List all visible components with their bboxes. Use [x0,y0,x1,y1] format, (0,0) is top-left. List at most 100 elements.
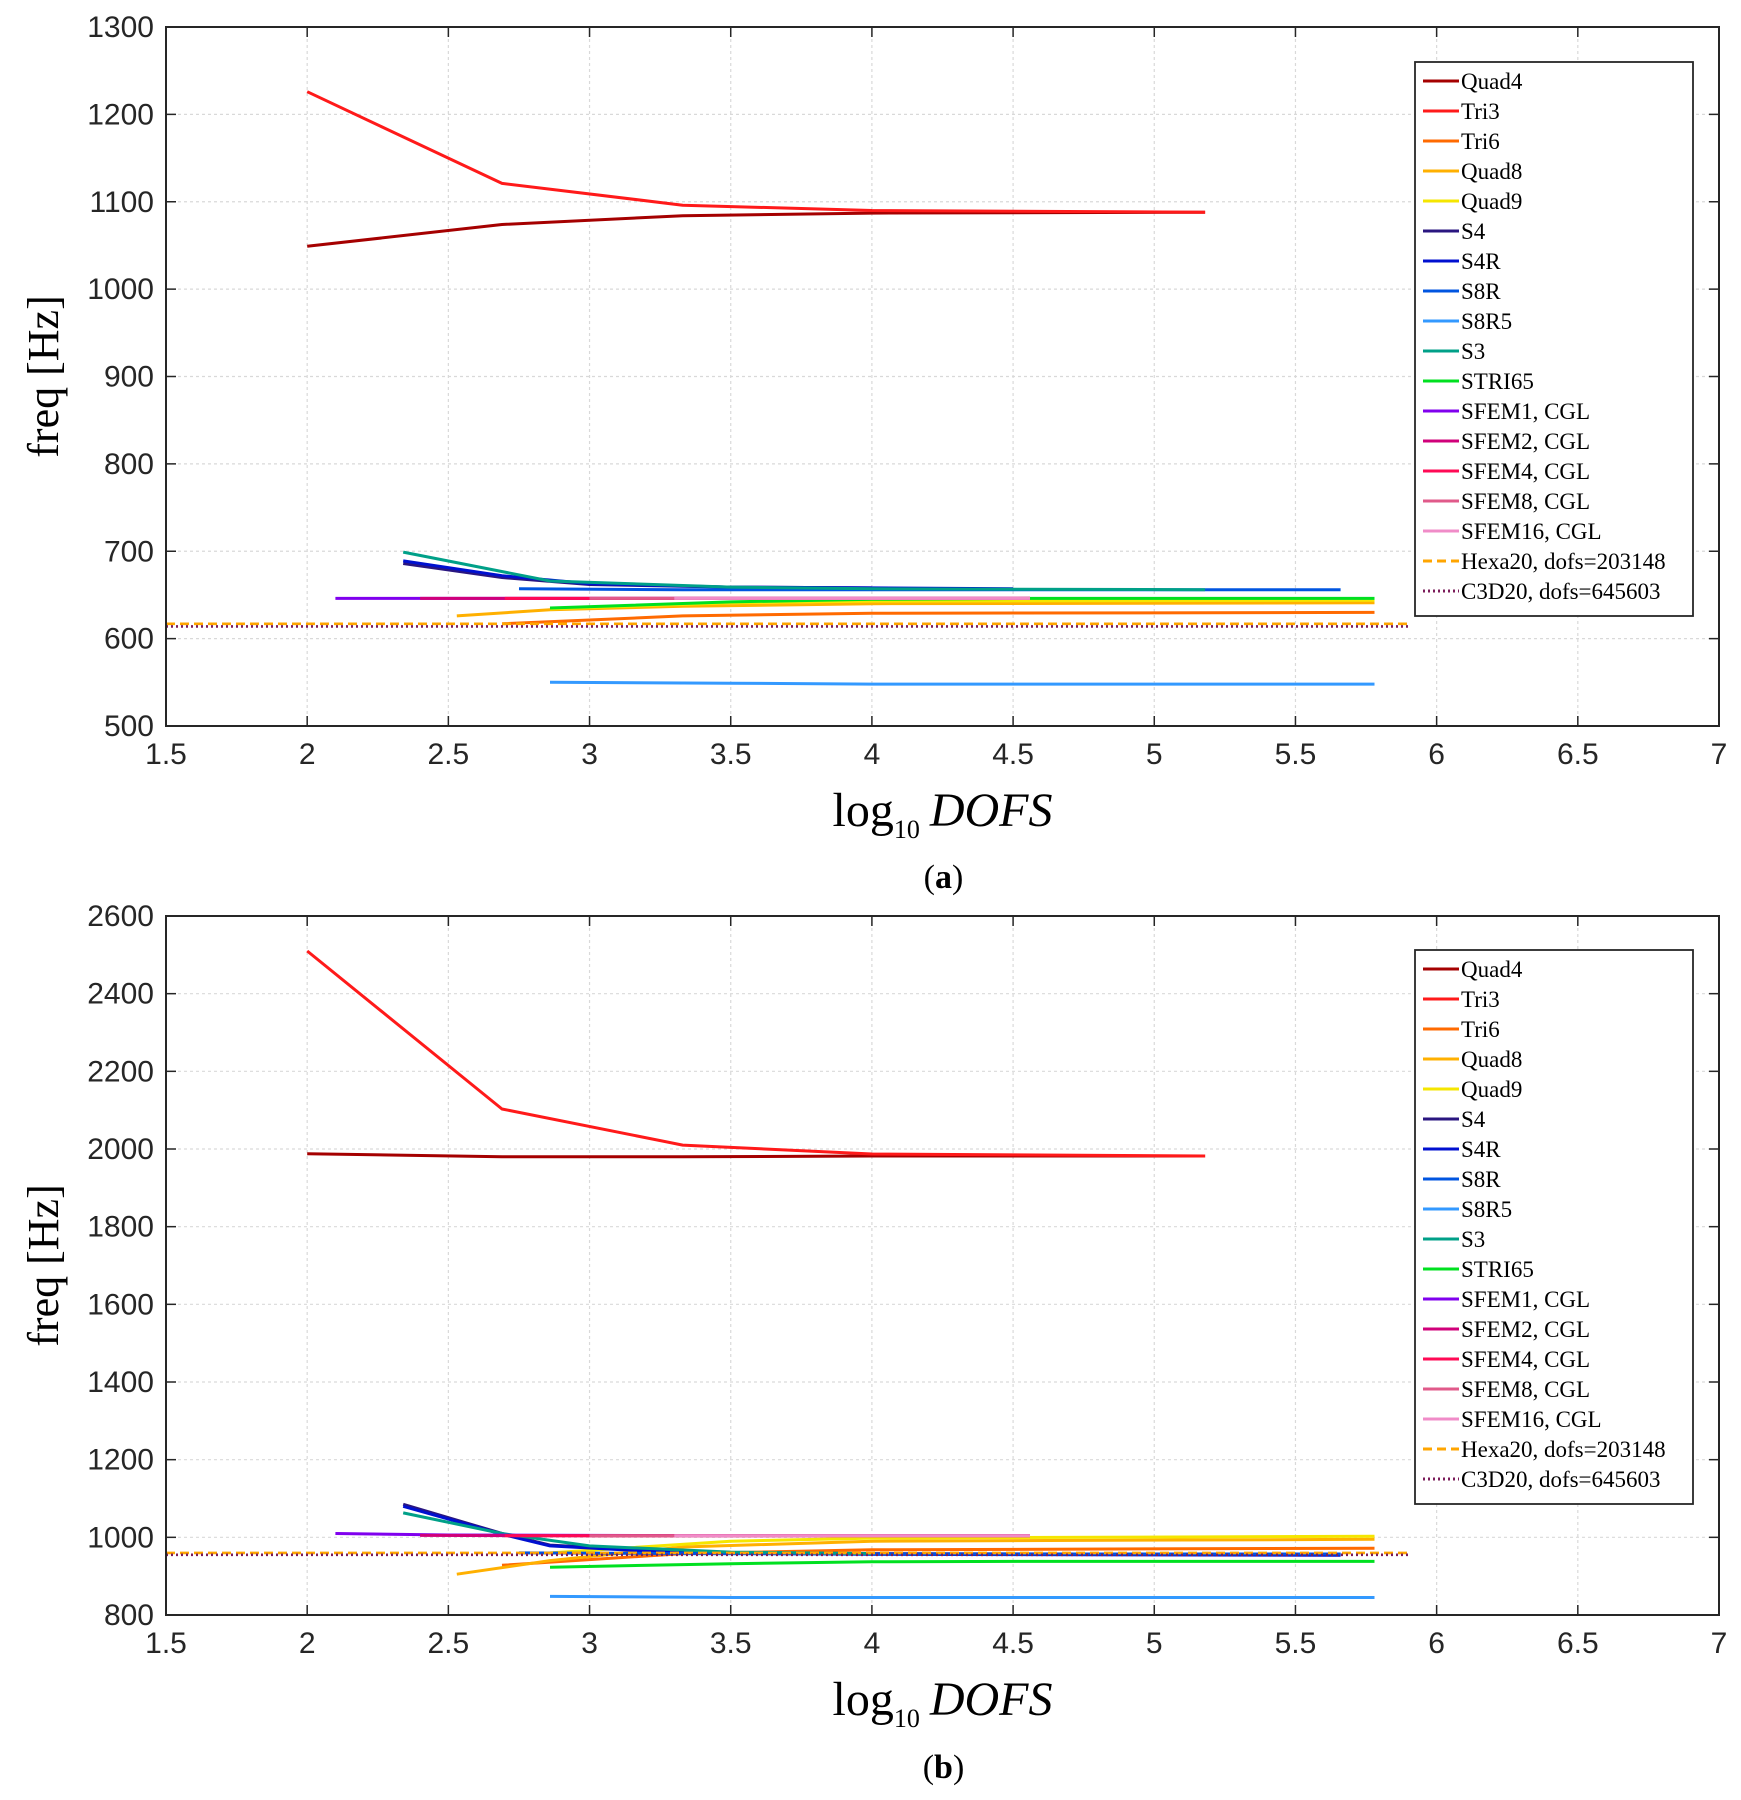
legend-entry-label: S8R5 [1461,309,1512,334]
y-axis-label: freq [Hz] [19,295,68,457]
legend-entry-label: STRI65 [1461,369,1534,394]
y-tick-label: 1000 [87,273,154,306]
x-tick-label: 2.5 [428,1627,470,1660]
series-line-tri3 [306,949,1206,1158]
axes-box [165,915,1720,1616]
legend-entry-label: Quad8 [1461,1047,1522,1072]
series-line-tri6 [501,610,1375,626]
y-tick-label: 700 [104,535,154,568]
x-tick-label: 3.5 [710,1627,752,1660]
x-tick-label: 4.5 [992,1627,1034,1660]
series-line-quad4 [307,210,1206,248]
x-tick-label: 2 [299,738,316,771]
legend-entry-label: SFEM4, CGL [1461,1347,1590,1372]
legend-entry-label: S3 [1461,1227,1485,1252]
legend-entry-label: SFEM4, CGL [1461,459,1590,484]
legend: Quad4 Tri3 Tri6 Quad8 Quad9 S4 S4R S8R S8R5 S3 STR… [1414,61,1694,617]
x-axis-label-log: log [833,1673,894,1726]
series-line-quad8 [456,1537,1375,1576]
legend: Quad4 Tri3 Tri6 Quad8 Quad9 S4 S4R S8R S8R5 S3 STR… [1414,949,1694,1505]
legend-entry-label: Quad4 [1461,69,1523,94]
y-tick-label: 900 [104,361,154,394]
series-line-s8r5 [549,1594,1375,1599]
legend-entry-label: S8R [1461,279,1501,304]
y-tick-label: 800 [104,448,154,481]
x-tick-label: 6 [1428,738,1445,771]
y-tick-label: 1200 [87,98,154,131]
caption-open-paren: ( [924,859,935,896]
x-tick-label: 2.5 [428,738,470,771]
caption-letter: a [935,859,952,896]
panel-caption: (a) [924,859,964,896]
x-tick-label: 3 [581,1627,598,1660]
y-axis-label: freq [Hz] [19,1184,68,1346]
legend-entry-label: C3D20, dofs=645603 [1461,579,1661,604]
x-tick-label: 7 [1711,738,1728,771]
x-axis-label-subscript: 10 [894,1704,920,1733]
y-tick-label: 2200 [87,1055,154,1088]
y-tick-label: 1400 [87,1366,154,1399]
caption-close-paren: ) [952,859,963,896]
x-axis-label-subscript: 10 [894,815,920,844]
legend-entry-label: Tri6 [1461,129,1500,154]
series-line-stri65 [549,1559,1375,1569]
legend-entry-label: SFEM2, CGL [1461,1317,1590,1342]
legend-entry-label: S4 [1461,1107,1486,1132]
legend-entry-label: Quad9 [1461,1077,1522,1102]
y-tick-label: 500 [104,710,154,743]
legend-entry-label: C3D20, dofs=645603 [1461,1467,1661,1492]
legend-entry-label: S4 [1461,219,1486,244]
caption-close-paren: ) [953,1749,964,1786]
y-tick-label: 1300 [87,11,154,44]
y-tick-label: 800 [104,1599,154,1632]
legend-entry-label: SFEM2, CGL [1461,429,1590,454]
legend-entry-label: Tri6 [1461,1017,1500,1042]
legend-entry-label: S3 [1461,339,1485,364]
x-tick-label: 4.5 [992,738,1034,771]
legend-entry-label: SFEM1, CGL [1461,1287,1590,1312]
x-tick-label: 5.5 [1275,738,1317,771]
legend-entry-label: SFEM16, CGL [1461,1407,1602,1432]
y-tick-label: 2000 [87,1133,154,1166]
y-tick-label: 1200 [87,1444,154,1477]
x-axis-label-log: log [833,784,894,837]
legend-entry-label: STRI65 [1461,1257,1534,1282]
panel-caption: (b) [923,1749,965,1786]
x-tick-label: 5 [1146,738,1163,771]
legend-entry-label: Quad8 [1461,159,1522,184]
x-tick-label: 1.5 [145,1627,187,1660]
x-tick-label: 4 [864,1627,881,1660]
x-axis-label-variable: DOFS [929,784,1053,837]
caption-letter: b [934,1749,953,1786]
series-line-s3 [402,1511,872,1556]
legend-entry-label: Quad4 [1461,957,1523,982]
x-axis-label-variable: DOFS [929,1673,1053,1726]
y-tick-label: 600 [104,623,154,656]
legend-box [1414,949,1694,1505]
y-tick-label: 1800 [87,1211,154,1244]
legend-entry-label: SFEM8, CGL [1461,489,1590,514]
x-tick-label: 6.5 [1557,1627,1599,1660]
x-tick-label: 1.5 [145,738,187,771]
chart-panel-a: 1.5 2 2.5 3 3.5 4 4.5 5 5.5 6 6.5 7 500 600 700 800 900 1… [19,11,1727,896]
y-tick-label: 2400 [87,978,154,1011]
y-tick-label: 2600 [87,900,154,933]
x-tick-label: 7 [1711,1627,1728,1660]
x-tick-label: 5.5 [1275,1627,1317,1660]
x-tick-label: 3 [581,738,598,771]
legend-entry-label: Hexa20, dofs=203148 [1461,549,1666,574]
legend-box [1414,61,1694,617]
legend-entry-label: S8R5 [1461,1197,1512,1222]
x-tick-label: 2 [299,1627,316,1660]
y-tick-label: 1000 [87,1521,154,1554]
x-tick-label: 6 [1428,1627,1445,1660]
series-line-s3 [402,550,1206,592]
series-line-s8r5 [549,680,1375,686]
legend-entry-label: S8R [1461,1167,1501,1192]
caption-open-paren: ( [923,1749,934,1786]
x-tick-label: 4 [864,738,881,771]
legend-entry-label: Quad9 [1461,189,1522,214]
x-tick-label: 3.5 [710,738,752,771]
y-tick-label: 1600 [87,1288,154,1321]
